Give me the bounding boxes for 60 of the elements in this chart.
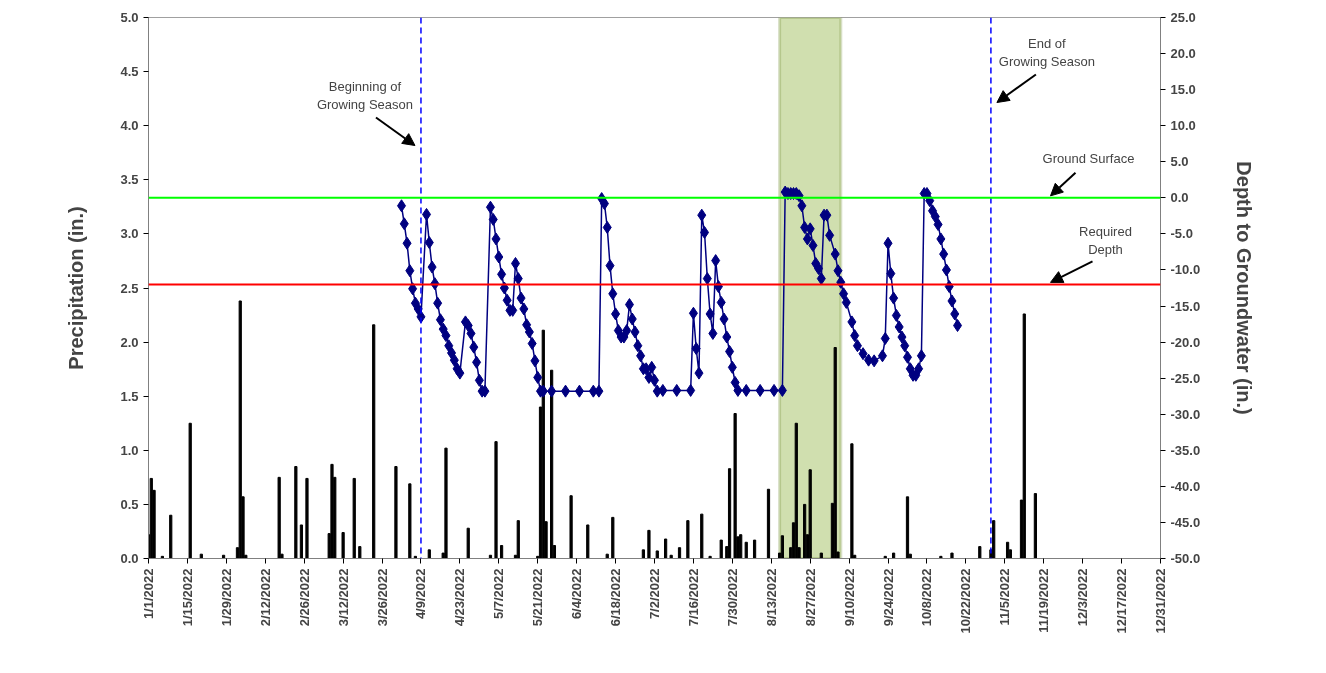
x-tick-label: 9/10/2022 xyxy=(841,568,857,627)
y2-tick-label: -10.0 xyxy=(1170,262,1201,278)
y2-tick-label: 20.0 xyxy=(1170,46,1196,62)
y-tick-label: 1.0 xyxy=(120,442,139,458)
y2-tick-label: -40.0 xyxy=(1170,478,1201,494)
y2-tick-label: 0.0 xyxy=(1170,190,1189,206)
x-tick-label: 11/19/2022 xyxy=(1036,568,1052,633)
x-tick-label: 6/18/2022 xyxy=(608,568,624,627)
x-tick-label: 2/26/2022 xyxy=(296,568,312,627)
x-tick-label: 2/12/2022 xyxy=(257,568,273,627)
x-tick-label: 4/9/2022 xyxy=(413,568,429,620)
y-tick-label: 1.5 xyxy=(120,388,139,404)
y-tick-label: 2.0 xyxy=(120,334,139,350)
x-tick-label: 7/30/2022 xyxy=(724,568,740,627)
y2-axis-title: Depth to Groundwater (in.) xyxy=(1233,161,1256,415)
y2-tick-label: -25.0 xyxy=(1170,370,1201,386)
ref-line-label: End of Growing Season xyxy=(998,36,1095,69)
y2-tick-label: -35.0 xyxy=(1170,442,1201,458)
x-tick-label: 8/13/2022 xyxy=(763,568,779,627)
y-tick-label: 4.0 xyxy=(120,118,139,134)
y2-tick-label: 10.0 xyxy=(1170,118,1196,134)
x-tick-label: 4/23/2022 xyxy=(452,568,468,627)
y2-tick-label: -30.0 xyxy=(1170,406,1201,422)
x-tick-label: 12/31/2022 xyxy=(1153,568,1168,634)
x-tick-label: 7/2/2022 xyxy=(647,568,662,620)
y-tick-label: 3.0 xyxy=(120,226,139,242)
ref-line-label: Ground Surface xyxy=(1042,151,1135,167)
y2-tick-label: -5.0 xyxy=(1170,226,1193,242)
x-tick-label: 1/15/2022 xyxy=(179,568,195,627)
y-axis-title: Precipitation (in.) xyxy=(65,206,88,370)
ref-line-label: Beginning of Growing Season xyxy=(316,79,414,112)
y2-tick-label: 25.0 xyxy=(1170,10,1196,25)
y-tick-label: 0.0 xyxy=(120,551,139,566)
y2-tick-label: -20.0 xyxy=(1170,334,1201,350)
y-tick-label: 2.5 xyxy=(120,280,139,296)
x-tick-label: 11/5/2022 xyxy=(997,568,1013,626)
y2-tick-label: 5.0 xyxy=(1170,154,1189,170)
y-tick-label: 0.5 xyxy=(120,496,139,512)
x-tick-label: 12/3/2022 xyxy=(1075,568,1091,627)
x-tick-label: 7/16/2022 xyxy=(685,568,701,627)
x-tick-label: 3/26/2022 xyxy=(374,568,390,627)
x-tick-label: 10/8/2022 xyxy=(919,568,935,627)
y-tick-label: 3.5 xyxy=(120,172,139,188)
ref-line-label: Required Depth xyxy=(1079,223,1132,257)
x-tick-label: 3/12/2022 xyxy=(335,568,351,627)
y-tick-label: 4.5 xyxy=(120,64,139,80)
y2-tick-label: -50.0 xyxy=(1170,551,1201,566)
y-tick-label: 5.0 xyxy=(120,10,139,25)
y2-tick-label: -15.0 xyxy=(1170,298,1201,314)
x-tick-label: 12/17/2022 xyxy=(1114,568,1130,634)
x-tick-label: 9/24/2022 xyxy=(880,568,896,627)
x-tick-label: 6/4/2022 xyxy=(569,568,585,620)
x-tick-label: 1/1/2022 xyxy=(141,568,156,620)
x-tick-label: 5/21/2022 xyxy=(530,568,546,627)
x-tick-label: 10/22/2022 xyxy=(958,568,974,634)
x-tick-label: 1/29/2022 xyxy=(218,568,234,627)
x-tick-label: 8/27/2022 xyxy=(802,568,818,627)
y2-tick-label: 15.0 xyxy=(1170,82,1196,98)
y2-tick-label: -45.0 xyxy=(1170,514,1201,530)
x-tick-label: 5/7/2022 xyxy=(491,568,507,620)
